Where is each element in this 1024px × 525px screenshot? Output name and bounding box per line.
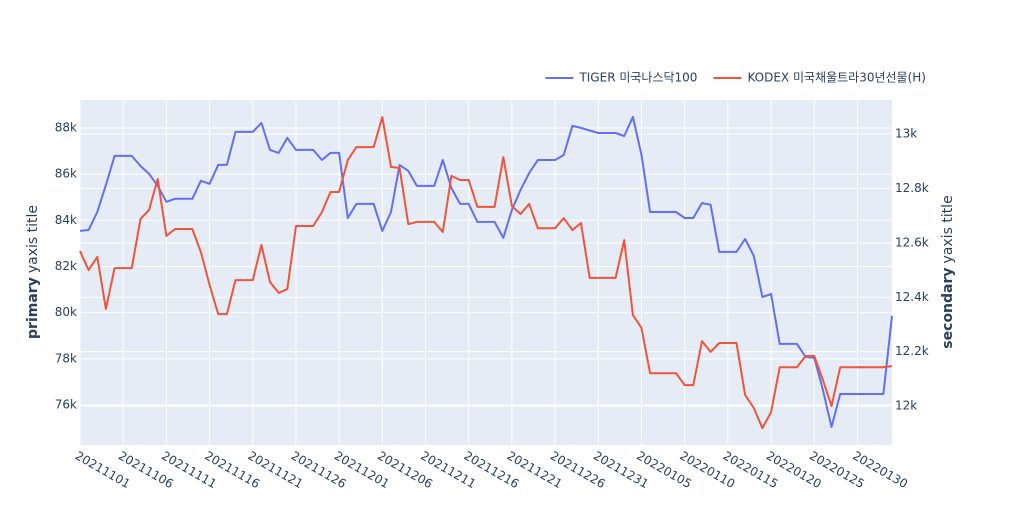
y2-title-rest: yaxis title (940, 195, 956, 263)
series-line (79, 116, 893, 430)
y-tick-label: 82k (55, 259, 77, 273)
y2-title-bold: secondary (940, 267, 956, 348)
legend-label: TIGER 미국나스닥100 (578, 71, 697, 85)
y-axis-title: primary yaxis title (25, 205, 41, 339)
series-line (79, 115, 893, 428)
y-tick-label: 80k (55, 305, 77, 319)
grid (79, 100, 892, 445)
y2-tick-label: 12.2k (895, 344, 929, 358)
y2-tick-label: 13k (895, 127, 917, 141)
y-tick-label: 84k (55, 213, 77, 227)
y-tick-label: 78k (55, 351, 77, 365)
y2-tick-label: 12.4k (895, 290, 929, 304)
plot-area (80, 100, 892, 445)
y2-axis-title: secondary yaxis title (940, 195, 956, 348)
lines (79, 115, 893, 430)
y-tick-label: 86k (55, 167, 77, 181)
legend-label: KODEX 미국채울트라30년선물(H) (747, 71, 926, 85)
y-title-bold: primary (25, 277, 41, 339)
y-tick-label: 88k (55, 120, 77, 134)
y-tick-label: 76k (55, 398, 77, 412)
y2-tick-label: 12.6k (895, 235, 929, 249)
y2-tick-label: 12.8k (895, 181, 929, 195)
y-title-rest: yaxis title (25, 205, 41, 273)
legend: TIGER 미국나스닥100 KODEX 미국채울트라30년선물(H) (545, 71, 926, 85)
y2-tick-label: 12k (895, 399, 917, 413)
